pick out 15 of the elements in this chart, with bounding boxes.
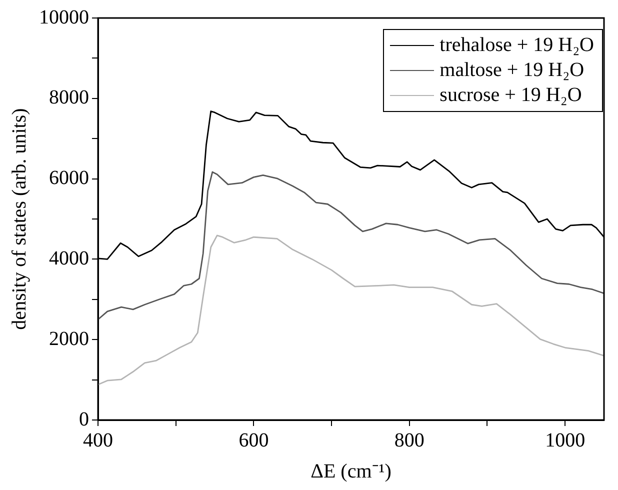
- x-tick-label: 800: [394, 429, 424, 452]
- x-tick-label: 600: [238, 429, 269, 452]
- x-tick-label: 1000: [545, 429, 586, 452]
- y-tick-label: 10000: [39, 6, 89, 28]
- legend-label: sucrose + 19 H₂O: [440, 83, 582, 108]
- y-axis-title: density of states (arb. units): [8, 108, 30, 330]
- legend-label: maltose + 19 H₂O: [440, 58, 584, 83]
- x-tick-label: 400: [83, 429, 113, 452]
- x-axis-title: ΔE (cm⁻¹): [310, 460, 392, 482]
- legend-label: trehalose + 19 H₂O: [440, 33, 594, 58]
- y-tick-label: 4000: [49, 247, 89, 270]
- y-tick-label: 2000: [49, 328, 89, 350]
- y-tick-label: 0: [79, 408, 89, 430]
- y-tick-label: 6000: [49, 167, 89, 190]
- y-tick-label: 8000: [49, 86, 89, 109]
